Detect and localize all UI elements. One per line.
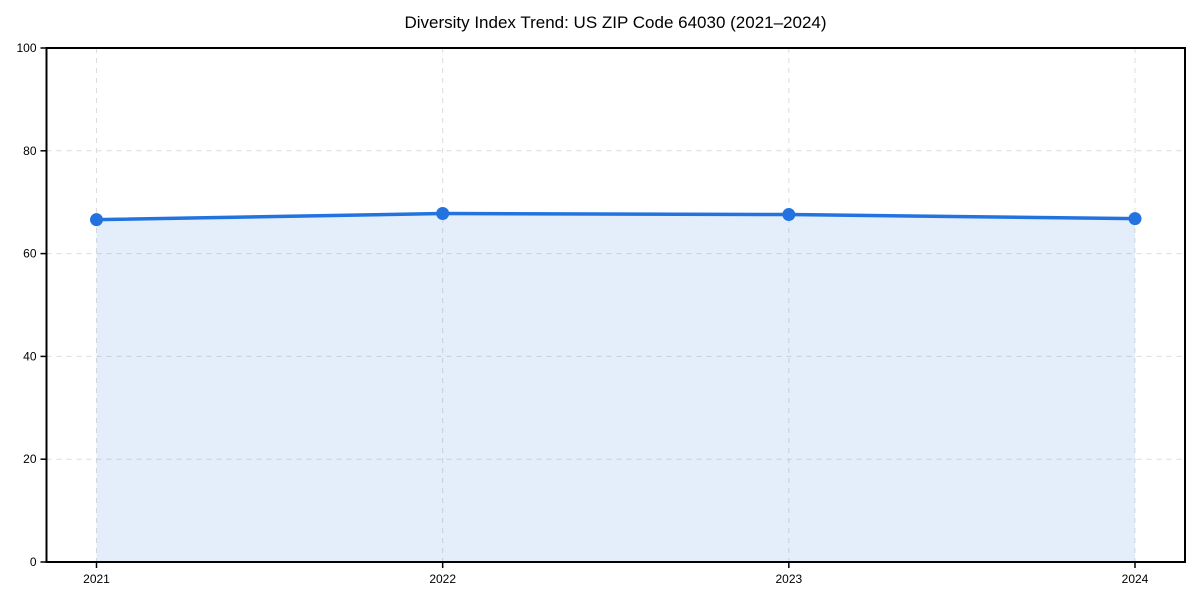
y-tick-label: 40 xyxy=(23,349,37,363)
area-fill xyxy=(96,213,1135,562)
x-tick-label: 2024 xyxy=(1122,572,1149,586)
chart-title: Diversity Index Trend: US ZIP Code 64030… xyxy=(404,13,827,32)
data-point-marker xyxy=(1128,212,1142,226)
data-point-marker xyxy=(782,208,796,222)
axes-frame xyxy=(45,47,1186,563)
y-tick-label: 20 xyxy=(23,452,37,466)
x-tick-label: 2022 xyxy=(429,572,456,586)
data-line xyxy=(94,211,1137,222)
x-tick-label: 2021 xyxy=(83,572,110,586)
data-point-marker xyxy=(436,207,450,221)
x-tick-label: 2023 xyxy=(775,572,802,586)
y-tick-label: 0 xyxy=(30,555,37,569)
y-tick-label: 80 xyxy=(23,144,37,158)
y-tick-label: 100 xyxy=(16,41,36,55)
y-tick-label: 60 xyxy=(23,247,37,261)
data-point-marker xyxy=(90,213,103,227)
